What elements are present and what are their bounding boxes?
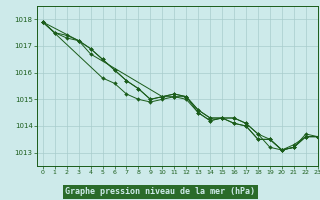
- Text: Graphe pression niveau de la mer (hPa): Graphe pression niveau de la mer (hPa): [65, 187, 255, 196]
